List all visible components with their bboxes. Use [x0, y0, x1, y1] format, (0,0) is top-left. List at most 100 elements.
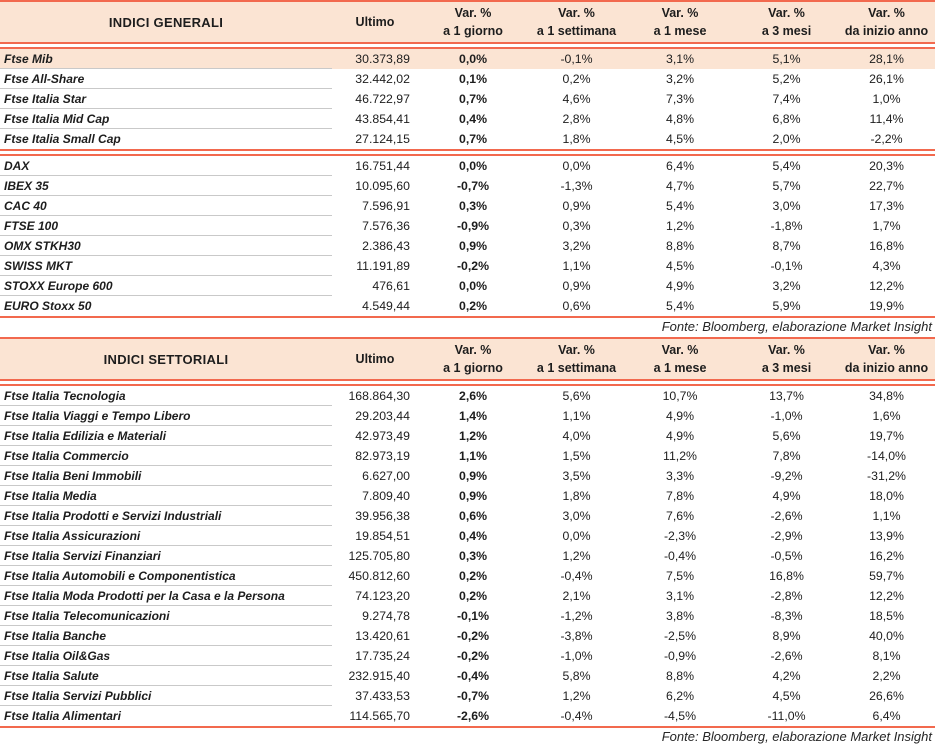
- cell-var-3-mesi: -9,2%: [770, 469, 803, 483]
- table-row: OMX STKH30 2.386,43 0,9% 3,2% 8,8% 8,7% 16,8%: [0, 236, 935, 256]
- cell-var-1-mese: 4,9%: [665, 409, 695, 423]
- cell-var-inizio-anno: 1,0%: [872, 92, 901, 106]
- column-header-var-line1: Var. %: [558, 343, 595, 357]
- cell-var-3-mesi: 8,7%: [772, 239, 801, 253]
- table-row: Ftse Italia Mid Cap 43.854,41 0,4% 2,8% 4,8%…: [0, 109, 935, 129]
- cell-var-inizio-anno: 26,6%: [869, 689, 904, 703]
- cell-var-3-mesi: 7,4%: [772, 92, 801, 106]
- cell-var-1-settimana: -1,3%: [560, 179, 593, 193]
- table-row: FTSE 100 7.576,36 -0,9% 0,3% 1,2% -1,8% 1,7%: [0, 216, 935, 236]
- row-label: Ftse Italia Alimentari: [4, 709, 121, 723]
- table-row: Ftse Italia Assicurazioni 19.854,51 0,4% 0,…: [0, 526, 935, 546]
- column-header-var: Var. % a 3 mesi: [735, 4, 838, 40]
- cell-var-inizio-anno: -31,2%: [867, 469, 906, 483]
- cell-var-inizio-anno: 18,5%: [869, 609, 904, 623]
- cell-ultimo: 46.722,97: [355, 92, 410, 106]
- cell-var-1-settimana: 3,2%: [562, 239, 591, 253]
- row-label: Ftse Italia Automobili e Componentistica: [0, 566, 332, 586]
- cell-var-1-settimana: -0,1%: [560, 52, 593, 66]
- table-row: Ftse Italia Media 7.809,40 0,9% 1,8% 7,8% 4,9…: [0, 486, 935, 506]
- cell-ultimo: 232.915,40: [348, 669, 410, 683]
- cell-var-3-mesi: 5,7%: [772, 179, 801, 193]
- cell-var-inizio-anno: 22,7%: [869, 179, 904, 193]
- cell-var-1-settimana: 0,2%: [562, 72, 591, 86]
- cell-var-1-giorno: 0,2%: [458, 569, 488, 583]
- cell-var-inizio-anno: 6,4%: [872, 709, 901, 723]
- column-header-var-line2: da inizio anno: [844, 24, 929, 38]
- cell-var-1-settimana: 1,2%: [562, 549, 591, 563]
- row-label: Ftse Italia Telecomunicazioni: [0, 606, 332, 626]
- cell-var-inizio-anno: 12,2%: [869, 589, 904, 603]
- row-group: Ftse Mib 30.373,89 0,0% -0,1% 3,1% 5,1% 28,1% F…: [0, 49, 935, 149]
- cell-ultimo: 4.549,44: [362, 299, 410, 313]
- cell-var-3-mesi: -0,5%: [770, 549, 803, 563]
- cell-var-1-mese: 3,2%: [665, 72, 695, 86]
- table-row: Ftse Italia Beni Immobili 6.627,00 0,9% 3,5…: [0, 466, 935, 486]
- cell-var-3-mesi: 8,9%: [772, 629, 801, 643]
- table-row: Ftse Italia Alimentari 114.565,70 -2,6% -0,…: [0, 706, 935, 726]
- cell-var-1-settimana: 1,8%: [562, 489, 591, 503]
- cell-var-1-mese: -0,4%: [663, 549, 697, 563]
- cell-var-inizio-anno: 34,8%: [869, 389, 904, 403]
- cell-var-1-mese: 5,4%: [665, 199, 695, 213]
- column-header-var-line1: Var. %: [558, 6, 595, 20]
- cell-ultimo: 7.596,91: [362, 199, 410, 213]
- row-label: Ftse Italia Banche: [0, 626, 332, 646]
- cell-var-1-settimana: 1,1%: [562, 409, 591, 423]
- cell-var-1-settimana: -1,2%: [560, 609, 593, 623]
- cell-var-1-mese: 8,8%: [665, 239, 695, 253]
- cell-var-3-mesi: 13,7%: [769, 389, 804, 403]
- row-label: Ftse Italia Media: [0, 486, 332, 506]
- cell-var-1-giorno: 1,2%: [458, 429, 488, 443]
- table-title: INDICI GENERALI: [108, 14, 224, 30]
- cell-ultimo: 476,61: [372, 279, 410, 293]
- cell-var-1-giorno: 0,2%: [458, 589, 488, 603]
- cell-var-1-giorno: 0,0%: [458, 159, 488, 173]
- column-header-var: Var. % a 1 giorno: [418, 341, 528, 377]
- column-header-var-line2: da inizio anno: [844, 361, 929, 375]
- cell-var-inizio-anno: 8,1%: [872, 649, 901, 663]
- cell-var-1-mese: 3,1%: [665, 589, 695, 603]
- row-label: Ftse Italia Servizi Pubblici: [0, 686, 332, 706]
- column-header-var-line2: a 1 giorno: [443, 361, 503, 375]
- table-row: SWISS MKT 11.191,89 -0,2% 1,1% 4,5% -0,1% 4,3%: [0, 256, 935, 276]
- cell-var-1-giorno: -0,1%: [456, 609, 490, 623]
- table-row: CAC 40 7.596,91 0,3% 0,9% 5,4% 3,0% 17,3%: [0, 196, 935, 216]
- cell-var-1-mese: 4,8%: [665, 112, 695, 126]
- column-header-var-line1: Var. %: [454, 343, 492, 357]
- table-header: INDICI GENERALI Ultimo Var. % a 1 giorno Var…: [0, 0, 935, 42]
- cell-var-1-settimana: 2,8%: [562, 112, 591, 126]
- cell-var-1-mese: 11,2%: [663, 449, 697, 463]
- cell-var-1-mese: 6,4%: [665, 159, 695, 173]
- cell-ultimo: 74.123,20: [355, 589, 410, 603]
- cell-var-3-mesi: -2,8%: [770, 589, 803, 603]
- cell-var-1-settimana: -3,8%: [560, 629, 593, 643]
- cell-var-inizio-anno: 40,0%: [869, 629, 904, 643]
- table-row: Ftse Italia Servizi Finanziari 125.705,80…: [0, 546, 935, 566]
- cell-var-1-mese: -4,5%: [663, 709, 697, 723]
- column-header-var: Var. % a 1 settimana: [528, 4, 625, 40]
- row-group: Ftse Italia Tecnologia 168.864,30 2,6% 5,6%…: [0, 386, 935, 726]
- table-row: Ftse Italia Small Cap 27.124,15 0,7% 1,8% 4,…: [0, 129, 935, 149]
- cell-var-1-giorno: 0,7%: [458, 132, 488, 146]
- row-label: SWISS MKT: [0, 256, 332, 276]
- cell-var-1-settimana: 4,6%: [562, 92, 591, 106]
- cell-var-inizio-anno: 26,1%: [869, 72, 904, 86]
- cell-var-1-mese: -0,9%: [663, 649, 697, 663]
- cell-var-1-settimana: 3,0%: [562, 509, 591, 523]
- column-header-ultimo: Ultimo: [355, 15, 395, 29]
- cell-var-1-mese: 4,5%: [665, 132, 695, 146]
- column-header-var-line2: a 1 settimana: [536, 361, 617, 375]
- cell-ultimo: 10.095,60: [355, 179, 410, 193]
- cell-ultimo: 43.854,41: [355, 112, 410, 126]
- cell-var-1-mese: -2,5%: [663, 629, 697, 643]
- row-label: Ftse Italia Tecnologia: [0, 386, 332, 406]
- cell-var-1-settimana: 0,3%: [562, 219, 591, 233]
- cell-var-3-mesi: 5,9%: [772, 299, 801, 313]
- table-row: Ftse Mib 30.373,89 0,0% -0,1% 3,1% 5,1% 28,1%: [0, 49, 935, 69]
- table-row: Ftse Italia Star 46.722,97 0,7% 4,6% 7,3% 7,4…: [0, 89, 935, 109]
- cell-var-inizio-anno: 11,4%: [869, 112, 904, 126]
- cell-var-1-mese: 8,8%: [665, 669, 695, 683]
- cell-var-inizio-anno: 16,8%: [869, 239, 904, 253]
